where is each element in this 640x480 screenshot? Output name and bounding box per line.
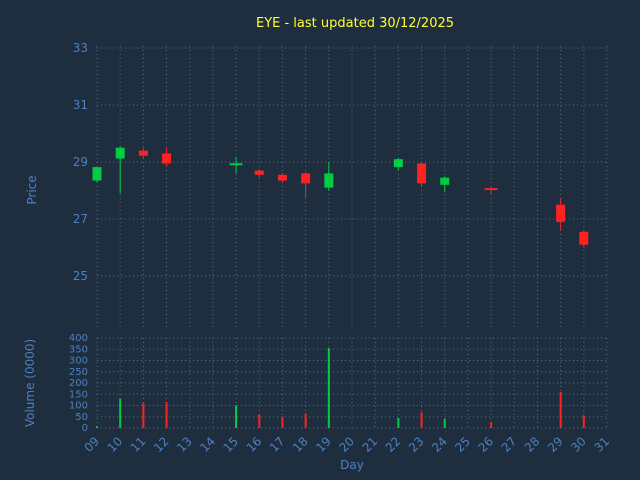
volume-bar-up [235, 405, 238, 428]
x-tick-label: 11 [128, 434, 149, 455]
volume-bar-down [142, 403, 145, 428]
x-tick-label: 15 [221, 434, 242, 455]
candle-body-down [579, 231, 589, 245]
candle-body-up [92, 167, 102, 181]
volume-bar-down [582, 415, 585, 428]
volume-bar-up [443, 419, 446, 428]
chart-title: EYE - last updated 30/12/2025 [256, 16, 454, 31]
volume-bar-down [258, 414, 261, 428]
price-tick-label: 27 [73, 212, 88, 226]
volume-tick-label: 50 [75, 412, 88, 423]
x-tick-label: 09 [81, 434, 102, 455]
price-axis-label: Price [25, 175, 39, 204]
candle-body-down [301, 173, 311, 184]
candle-body-down [556, 204, 566, 222]
candle-body-up [440, 177, 450, 185]
tick-labels: 09 10 11 12 13 14 15 16 17 18 19 20 21 22 23 24 25 26 27 28… [69, 41, 612, 455]
x-axis-label: Day [340, 458, 364, 472]
candle-body-down [277, 174, 287, 181]
x-tick-label: 25 [452, 434, 473, 455]
candles [92, 146, 589, 248]
x-tick-label: 23 [406, 434, 427, 455]
volume-tick-label: 0 [82, 423, 88, 434]
candle-body-down [138, 150, 148, 156]
x-tick-label: 10 [105, 434, 126, 455]
volume-axis-label: Volume (0000) [23, 339, 37, 427]
candle-body-down [417, 163, 427, 184]
volume-bar-up [96, 426, 98, 428]
x-tick-label: 14 [197, 434, 218, 455]
x-tick-label: 18 [290, 434, 311, 455]
x-tick-label: 19 [313, 434, 334, 455]
x-tick-label: 30 [568, 434, 589, 455]
x-tick-label: 24 [429, 434, 450, 455]
candle-body-down [162, 153, 172, 164]
x-tick-label: 12 [151, 434, 172, 455]
volume-bar-down [304, 413, 307, 428]
candle-body-up [393, 159, 403, 168]
volume-bar-up [327, 348, 330, 428]
x-tick-label: 22 [383, 434, 404, 455]
volume-bars [96, 348, 585, 428]
candle-body-down [254, 170, 264, 175]
volume-bar-up [397, 417, 400, 428]
volume-tick-label: 250 [69, 367, 88, 378]
price-tick-label: 33 [73, 41, 88, 55]
x-tick-label: 31 [591, 434, 612, 455]
volume-tick-label: 200 [69, 378, 88, 389]
x-tick-label: 21 [360, 434, 381, 455]
volume-bar-down [490, 422, 493, 428]
volume-tick-label: 300 [69, 356, 88, 367]
volume-bar-down [165, 402, 168, 428]
volume-bar-down [281, 416, 284, 428]
x-tick-label: 26 [476, 434, 497, 455]
x-tick-label: 29 [545, 434, 566, 455]
volume-tick-label: 100 [69, 401, 88, 412]
price-tick-label: 29 [73, 155, 88, 169]
x-tick-label: 16 [244, 434, 265, 455]
price-tick-label: 25 [73, 269, 88, 283]
volume-bar-down [420, 412, 423, 428]
x-tick-label: 17 [267, 434, 288, 455]
volume-bar-down [559, 392, 562, 428]
x-tick-label: 28 [522, 434, 543, 455]
volume-bar-up [119, 398, 122, 428]
candle-body-up [324, 173, 334, 188]
volume-tick-label: 150 [69, 389, 88, 400]
candle-body-up [229, 163, 243, 166]
grid-layer [96, 46, 608, 429]
x-tick-label: 13 [174, 434, 195, 455]
x-tick-label: 20 [336, 434, 357, 455]
volume-tick-label: 350 [69, 344, 88, 355]
candle-body-up [115, 147, 125, 159]
x-tick-label: 27 [499, 434, 520, 455]
price-tick-label: 31 [73, 98, 88, 112]
volume-tick-label: 400 [69, 333, 88, 344]
candle-body-down [484, 188, 498, 191]
